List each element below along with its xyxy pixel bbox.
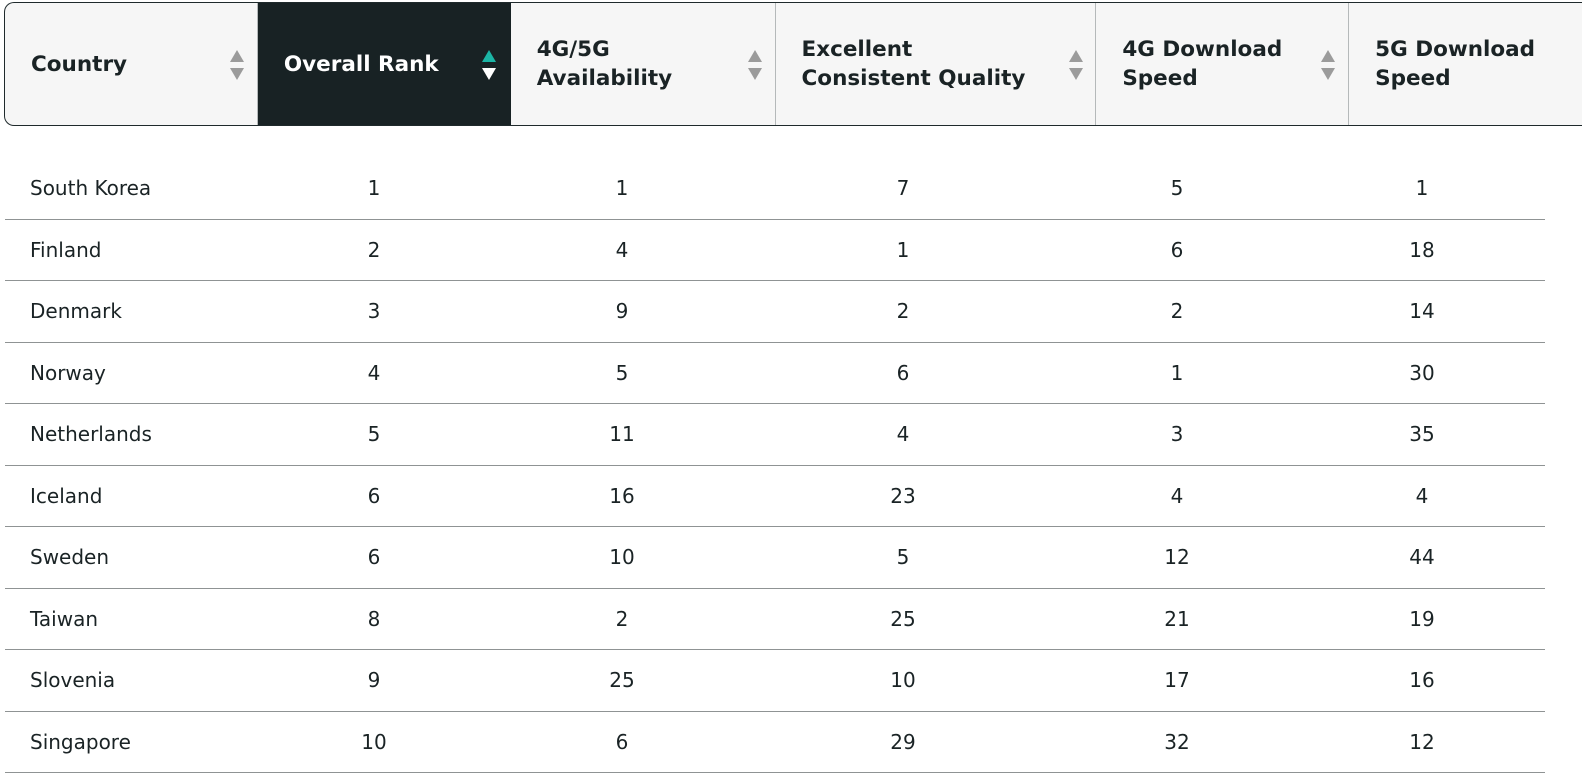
- rank-cell: 14: [1409, 299, 1435, 324]
- rank-cell: 10: [609, 545, 635, 570]
- sort-arrows-icon[interactable]: [1321, 50, 1336, 84]
- rank-cell: 2: [1170, 299, 1184, 324]
- rank-cell: 2: [367, 237, 381, 262]
- rank-cell: 32: [1164, 729, 1190, 754]
- rank-cell: 35: [1409, 422, 1435, 447]
- table-row: Finland 2 4 1 6 18: [5, 220, 1545, 281]
- rank-cell: 6: [896, 360, 910, 385]
- rank-cell: 4: [1415, 483, 1429, 508]
- column-header-availability[interactable]: 4G/5G Availability: [511, 3, 776, 125]
- rank-cell: 25: [609, 668, 635, 693]
- table-row: Norway 4 5 6 1 30: [5, 343, 1545, 404]
- rank-cell: 1: [367, 176, 381, 201]
- column-header-label: Excellent Consistent Quality: [801, 37, 1026, 91]
- rank-cell: 1: [896, 237, 910, 262]
- sort-arrows-icon[interactable]: [230, 50, 244, 84]
- rank-cell: 29: [890, 729, 916, 754]
- table-row: Denmark 3 9 2 2 14: [5, 281, 1545, 343]
- country-cell: Norway: [30, 360, 106, 385]
- rank-cell: 9: [615, 299, 629, 324]
- country-cell: Iceland: [30, 483, 103, 508]
- sort-arrows-icon[interactable]: [747, 50, 762, 84]
- column-header-label: 4G Download Speed: [1122, 37, 1283, 91]
- rank-cell: 5: [367, 422, 381, 447]
- country-cell: Taiwan: [30, 606, 99, 631]
- rank-cell: 17: [1164, 668, 1190, 693]
- rank-cell: 30: [1409, 360, 1435, 385]
- rank-cell: 10: [890, 668, 916, 693]
- table-body: South Korea 1 1 7 5 1 Finland 2 4 1 6 18 Denmark 3 9 2 2…: [5, 158, 1545, 773]
- rank-cell: 6: [615, 729, 629, 754]
- table-row: Singapore 10 6 29 32 12: [5, 712, 1545, 773]
- rank-cell: 23: [890, 483, 916, 508]
- rank-cell: 5: [1170, 176, 1184, 201]
- rank-cell: 3: [1170, 422, 1184, 447]
- rank-cell: 44: [1409, 545, 1435, 570]
- country-cell: Slovenia: [30, 668, 116, 693]
- rank-cell: 1: [615, 176, 629, 201]
- table-row: Netherlands 5 11 4 3 35: [5, 404, 1545, 466]
- table-row: South Korea 1 1 7 5 1: [5, 158, 1545, 220]
- column-header-label: 4G/5G Availability: [536, 37, 673, 91]
- table-row: Iceland 6 16 23 4 4: [5, 466, 1545, 527]
- rank-cell: 6: [367, 483, 381, 508]
- rank-cell: 4: [1170, 483, 1184, 508]
- rank-cell: 8: [367, 606, 381, 631]
- table-header: Country Overall Rank 4G/5G Availability …: [4, 2, 1582, 126]
- rank-cell: 5: [615, 360, 629, 385]
- rank-cell: 11: [609, 422, 635, 447]
- rank-cell: 18: [1409, 237, 1435, 262]
- rank-cell: 4: [367, 360, 381, 385]
- column-header-label: 5G Download Speed: [1375, 37, 1536, 91]
- rank-cell: 10: [361, 729, 387, 754]
- rank-cell: 25: [890, 606, 916, 631]
- rank-cell: 6: [367, 545, 381, 570]
- rank-cell: 5: [896, 545, 910, 570]
- country-cell: Sweden: [30, 545, 110, 570]
- rank-cell: 16: [609, 483, 635, 508]
- rank-cell: 12: [1164, 545, 1190, 570]
- rank-cell: 19: [1409, 606, 1435, 631]
- sort-arrows-icon[interactable]: [481, 50, 496, 84]
- country-cell: Denmark: [30, 299, 122, 324]
- rank-cell: 2: [615, 606, 629, 631]
- rank-cell: 2: [896, 299, 910, 324]
- column-header-overall-rank[interactable]: Overall Rank: [257, 3, 511, 125]
- rank-cell: 3: [367, 299, 381, 324]
- column-header-country[interactable]: Country: [5, 3, 258, 125]
- country-cell: South Korea: [30, 176, 152, 201]
- column-header-label: Country: [31, 51, 128, 77]
- column-header-4g-download[interactable]: 4G Download Speed: [1096, 3, 1350, 125]
- table-row: Sweden 6 10 5 12 44: [5, 527, 1545, 589]
- rank-cell: 1: [1170, 360, 1184, 385]
- rank-cell: 16: [1409, 668, 1435, 693]
- column-header-label: Overall Rank: [283, 51, 439, 77]
- table-row: Taiwan 8 2 25 21 19: [5, 589, 1545, 650]
- rank-cell: 21: [1164, 606, 1190, 631]
- rank-cell: 4: [615, 237, 629, 262]
- rank-cell: 7: [896, 176, 910, 201]
- rank-cell: 1: [1415, 176, 1429, 201]
- column-header-5g-download[interactable]: 5G Download Speed: [1349, 3, 1582, 125]
- table-row: Slovenia 9 25 10 17 16: [5, 650, 1545, 712]
- country-cell: Netherlands: [30, 422, 152, 447]
- sort-arrows-icon[interactable]: [1068, 50, 1083, 84]
- rank-cell: 6: [1170, 237, 1184, 262]
- rank-cell: 12: [1409, 729, 1435, 754]
- column-header-consistent-quality[interactable]: Excellent Consistent Quality: [776, 3, 1097, 125]
- rank-cell: 4: [896, 422, 910, 447]
- country-cell: Finland: [30, 237, 102, 262]
- rank-cell: 9: [367, 668, 381, 693]
- country-cell: Singapore: [30, 729, 131, 754]
